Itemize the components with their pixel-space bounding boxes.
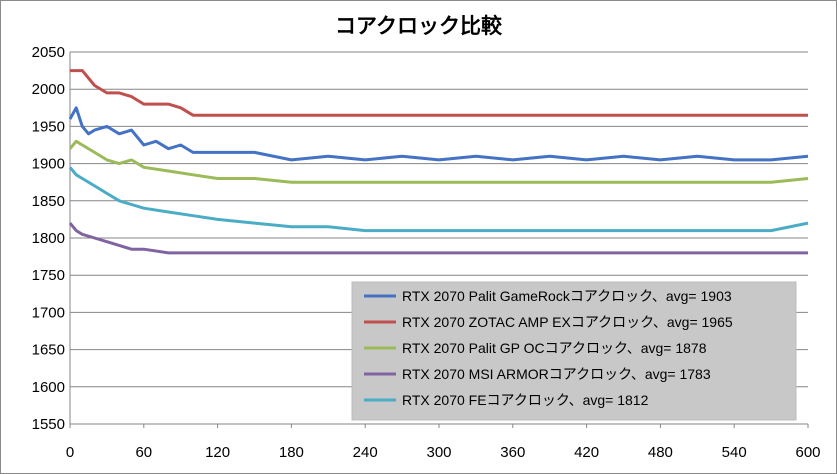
chart-title: コアクロック比較 xyxy=(335,14,502,38)
legend-entry: RTX 2070 Palit GameRockコアクロック、avg= 1903 xyxy=(402,288,732,304)
x-axis-ticks: 0 60 120 180 240 300 360 420 480 540 600 xyxy=(66,424,821,461)
x-tick-label: 240 xyxy=(353,444,378,461)
y-tick-label: 1700 xyxy=(32,304,65,321)
x-tick-label: 540 xyxy=(722,444,747,461)
y-tick-label: 1550 xyxy=(32,416,65,433)
y-tick-label: 1800 xyxy=(32,230,65,247)
y-axis-ticks: 1550 1600 1650 1700 1750 1800 1850 1900 1950 2000… xyxy=(32,44,65,433)
x-tick-label: 480 xyxy=(648,444,673,461)
x-tick-label: 0 xyxy=(66,444,74,461)
series-lines xyxy=(68,69,809,255)
series-line-4 xyxy=(68,222,808,255)
y-tick-label: 1600 xyxy=(32,379,65,396)
x-tick-label: 300 xyxy=(426,444,451,461)
legend-box xyxy=(351,281,797,421)
series-line-5 xyxy=(68,166,809,233)
y-tick-label: 1950 xyxy=(32,118,65,135)
y-tick-label: 1650 xyxy=(32,342,65,359)
legend-entry: RTX 2070 MSI ARMORコアクロック、avg= 1783 xyxy=(402,366,711,382)
y-tick-label: 2000 xyxy=(32,81,65,98)
y-tick-label: 2050 xyxy=(32,44,65,61)
series-line-2 xyxy=(70,69,808,117)
x-tick-label: 600 xyxy=(795,444,820,461)
legend-entry: RTX 2070 ZOTAC AMP EXコアクロック、avg= 1965 xyxy=(402,314,733,330)
y-tick-label: 1750 xyxy=(32,267,65,284)
series-line-1 xyxy=(68,106,809,162)
x-tick-label: 180 xyxy=(279,444,304,461)
x-tick-label: 120 xyxy=(205,444,230,461)
legend: RTX 2070 Palit GameRockコアクロック、avg= 1903 R… xyxy=(351,281,797,421)
x-tick-label: 360 xyxy=(500,444,525,461)
y-tick-label: 1850 xyxy=(32,193,65,210)
x-tick-label: 420 xyxy=(574,444,599,461)
legend-entry: RTX 2070 Palit GP OCコアクロック、avg= 1878 xyxy=(402,340,707,356)
legend-entry: RTX 2070 FEコアクロック、avg= 1812 xyxy=(402,392,649,408)
y-tick-label: 1900 xyxy=(32,156,65,173)
x-tick-label: 60 xyxy=(135,444,152,461)
series-line-3 xyxy=(68,139,809,184)
